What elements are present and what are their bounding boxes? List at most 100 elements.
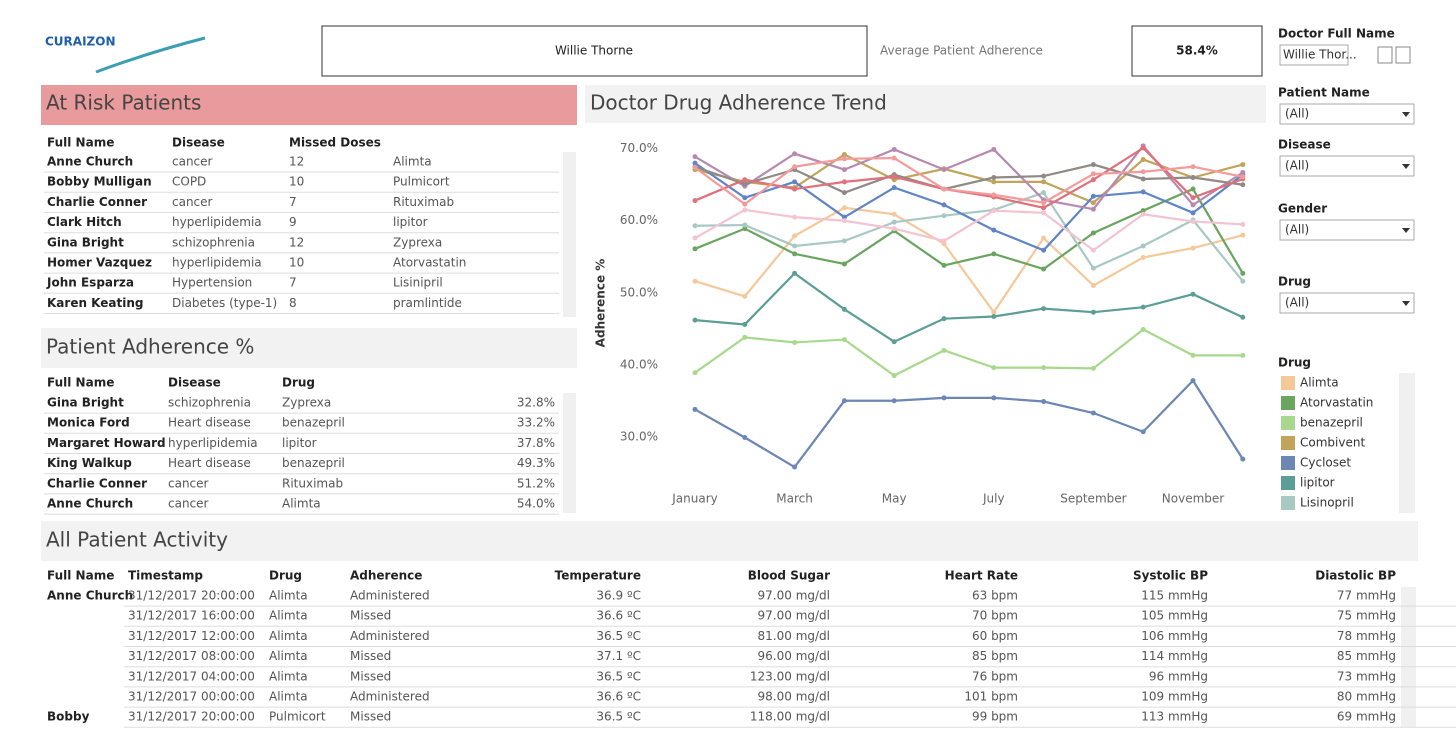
cell: 85 bpm bbox=[972, 649, 1018, 663]
filter-value: Willie Thor... bbox=[1283, 48, 1357, 62]
point bbox=[1090, 247, 1096, 253]
cell: 70 bpm bbox=[972, 609, 1018, 623]
dropdown[interactable] bbox=[1279, 219, 1415, 241]
y-tick-label: 70.0% bbox=[620, 141, 658, 155]
legend-swatch[interactable] bbox=[1281, 416, 1295, 430]
cell: Alimta bbox=[269, 629, 308, 643]
cell: Alimta bbox=[269, 609, 308, 623]
cell: pramlintide bbox=[393, 296, 462, 310]
point bbox=[841, 190, 847, 196]
cell: benazepril bbox=[282, 416, 345, 430]
prev-button[interactable] bbox=[1377, 46, 1393, 64]
cell: Gina Bright bbox=[47, 235, 124, 249]
point bbox=[1090, 309, 1096, 315]
point bbox=[792, 214, 798, 220]
point bbox=[1090, 177, 1096, 183]
filter-input[interactable] bbox=[1279, 44, 1349, 66]
point bbox=[1240, 169, 1246, 175]
point bbox=[742, 177, 748, 183]
point bbox=[792, 270, 798, 276]
cell: 118.00 mg/dl bbox=[750, 710, 830, 724]
point bbox=[1140, 254, 1146, 260]
point bbox=[1240, 174, 1246, 180]
section-title: At Risk Patients bbox=[46, 91, 201, 115]
cell: Administered bbox=[350, 589, 430, 603]
point bbox=[1041, 306, 1047, 312]
cell: 12 bbox=[289, 155, 304, 169]
dropdown-arrow bbox=[1402, 112, 1410, 117]
point bbox=[742, 293, 748, 299]
point bbox=[941, 347, 947, 353]
cell: 77 mmHg bbox=[1337, 589, 1396, 603]
x-tick-label: November bbox=[1162, 492, 1224, 506]
point bbox=[1041, 399, 1047, 405]
adherence-value: 58.4% bbox=[1176, 44, 1218, 58]
column-header: Drug bbox=[269, 569, 302, 583]
dropdown[interactable] bbox=[1279, 103, 1415, 125]
scrollbar[interactable] bbox=[1399, 373, 1415, 513]
legend-swatch[interactable] bbox=[1281, 476, 1295, 490]
cell: 106 mmHg bbox=[1141, 629, 1208, 643]
cell: 78 mmHg bbox=[1337, 629, 1396, 643]
cell: 76 bpm bbox=[972, 669, 1018, 683]
point bbox=[941, 213, 947, 219]
point bbox=[692, 246, 698, 252]
cell: Clark Hitch bbox=[47, 215, 122, 229]
legend-swatch[interactable] bbox=[1281, 456, 1295, 470]
legend-swatch[interactable] bbox=[1281, 436, 1295, 450]
point bbox=[742, 226, 748, 232]
point bbox=[1190, 175, 1196, 181]
cell: Missed bbox=[350, 710, 391, 724]
column-header: Missed Doses bbox=[289, 136, 381, 150]
filter-label: Drug bbox=[1278, 275, 1311, 289]
point bbox=[891, 226, 897, 232]
adherence-box bbox=[1131, 25, 1263, 77]
cell: 31/12/2017 20:00:00 bbox=[128, 589, 255, 603]
point bbox=[1240, 352, 1246, 358]
cell: cancer bbox=[168, 497, 209, 511]
next-button[interactable] bbox=[1395, 46, 1411, 64]
cell: Heart disease bbox=[168, 456, 251, 470]
point bbox=[991, 179, 997, 185]
cell: schizophrenia bbox=[168, 396, 251, 410]
dropdown[interactable] bbox=[1279, 155, 1415, 177]
point bbox=[1090, 171, 1096, 177]
cell: schizophrenia bbox=[172, 235, 255, 249]
legend-swatch[interactable] bbox=[1281, 496, 1295, 510]
point bbox=[841, 156, 847, 162]
activity-header-bg bbox=[41, 521, 1418, 561]
scrollbar[interactable] bbox=[563, 152, 576, 317]
section-title: Patient Adherence % bbox=[46, 335, 254, 359]
cell: 75 mmHg bbox=[1337, 609, 1396, 623]
cell: 109 mmHg bbox=[1141, 690, 1208, 704]
point bbox=[991, 251, 997, 257]
x-tick-label: March bbox=[776, 492, 813, 506]
cell: King Walkup bbox=[47, 456, 132, 470]
point bbox=[692, 164, 698, 170]
legend-swatch[interactable] bbox=[1281, 376, 1295, 390]
x-tick-label: January bbox=[671, 492, 718, 506]
scrollbar[interactable] bbox=[1401, 587, 1416, 727]
point bbox=[1041, 266, 1047, 272]
legend-swatch[interactable] bbox=[1281, 396, 1295, 410]
cell: Alimta bbox=[269, 589, 308, 603]
logo-swoosh bbox=[95, 36, 206, 74]
dropdown[interactable] bbox=[1279, 292, 1415, 314]
cell: Bobby Mulligan bbox=[47, 175, 152, 189]
point bbox=[1090, 162, 1096, 168]
point bbox=[742, 435, 748, 441]
cell: Lisinipril bbox=[393, 276, 443, 290]
cell: Anne Church bbox=[47, 497, 133, 511]
cell: Monica Ford bbox=[47, 416, 130, 430]
point bbox=[891, 339, 897, 345]
at-risk-header-bg bbox=[41, 85, 577, 125]
column-header: Timestamp bbox=[128, 569, 203, 583]
legend-title: Drug bbox=[1278, 356, 1311, 370]
cell: Anne Church bbox=[47, 589, 133, 603]
scrollbar[interactable] bbox=[563, 393, 576, 513]
column-header: Temperature bbox=[555, 569, 641, 583]
cell: benazepril bbox=[282, 456, 345, 470]
column-header: Systolic BP bbox=[1133, 569, 1208, 583]
legend-label: Atorvastatin bbox=[1300, 396, 1373, 410]
cell: cancer bbox=[172, 155, 213, 169]
